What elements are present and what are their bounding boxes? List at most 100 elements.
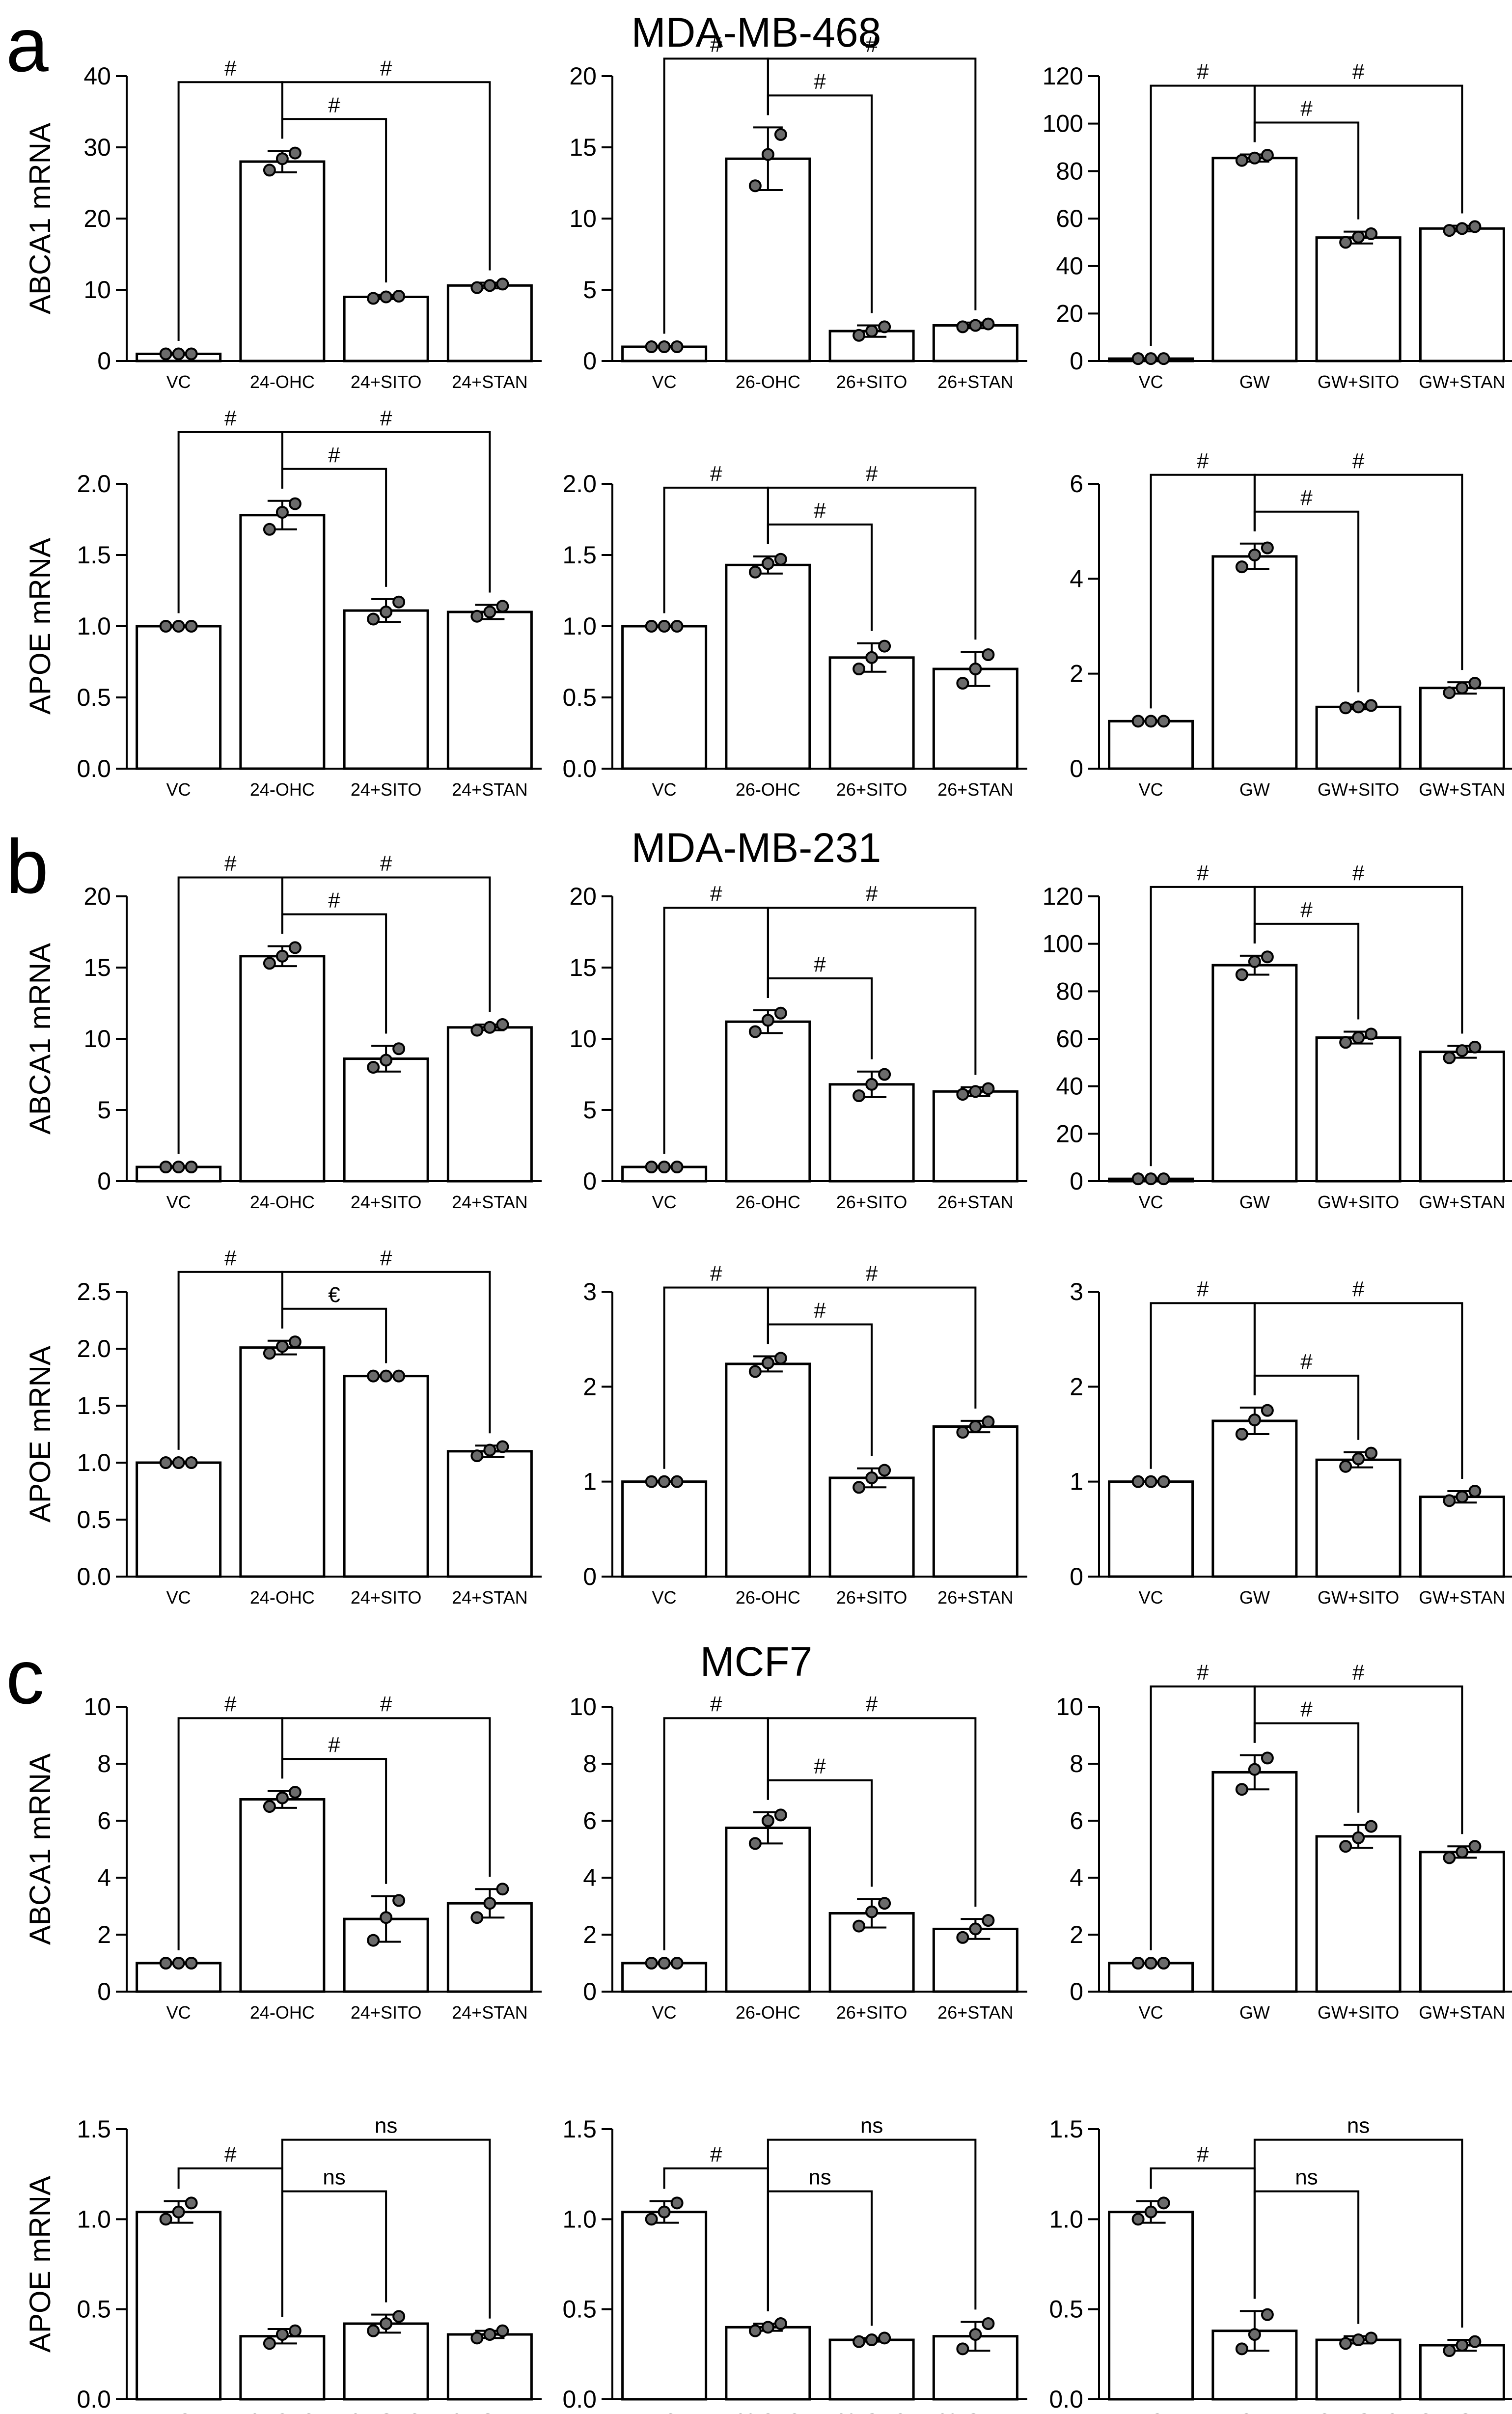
data-point [982,2317,995,2330]
data-point [670,2196,684,2210]
chart-panel-8: 0 5 10 15 20 VC 26-OHC 26+SITO 26+STAN # # # [569,882,1027,1212]
chart-panel-11: 0 1 2 3 VC 26-OHC 26+SITO 26+STAN # # # [583,1261,1027,1608]
data-point [645,1957,658,1970]
x-tick-label: GW [1239,372,1270,392]
data-point [1131,1172,1145,1186]
data-point [1339,2337,1352,2350]
y-tick-label: 2.0 [77,470,111,498]
data-point [878,1068,891,1081]
x-tick-label: VC [652,2410,677,2414]
data-point [1365,699,1378,712]
y-tick-label: 0 [97,347,111,375]
data-point [969,319,982,332]
significance-label: # [328,888,340,913]
bar-GW+STAN [1419,227,1505,362]
x-tick-label: 24+SITO [351,779,421,800]
data-point [288,1786,302,1799]
data-point [1261,1404,1274,1417]
data-point [982,1415,995,1428]
x-tick-label: VC [166,1192,191,1212]
bar-GW+STAN [1419,2344,1505,2401]
data-point [470,1449,484,1463]
data-point [761,1814,774,1827]
x-tick-label: 24+SITO [351,1192,421,1212]
bar-GW [1211,157,1298,362]
x-tick-label: GW+SITO [1318,2410,1399,2414]
x-tick-label: GW+SITO [1318,1192,1399,1212]
y-tick-label: 10 [569,205,597,232]
data-point [748,179,762,193]
data-point [1248,1414,1261,1426]
y-tick-label: 20 [1056,1120,1083,1147]
significance-label: # [710,882,722,906]
chart-panel-3: 0 20 40 60 80 100 120 VC GW GW+SITO GW+STAN # # # [1043,60,1512,392]
x-tick-label: 24-OHC [250,779,315,800]
x-tick-label: GW+SITO [1318,372,1399,392]
x-tick-label: 24+STAN [452,2002,527,2023]
data-point [982,1914,995,1927]
data-point [1352,700,1365,714]
x-tick-label: VC [652,372,677,392]
data-point [865,2333,879,2346]
bar-26-OHC [725,1020,811,1183]
data-point [185,1456,198,1469]
bar-GW+SITO [1315,1835,1402,1993]
x-tick-label: 24-OHC [250,372,315,392]
x-tick-label: GW+STAN [1419,1587,1505,1608]
data-point [380,2317,393,2330]
data-point [1157,1172,1170,1186]
y-tick-label: 10 [83,1025,111,1053]
bar-24+STAN [446,284,533,362]
significance-label: # [328,93,340,117]
significance-label: # [380,56,392,80]
data-point [470,1911,484,1924]
y-axis-label: ABCA1 mRNA [24,123,56,314]
bar-26-OHC [725,157,811,362]
bar-GW+STAN [1419,687,1505,770]
data-point [185,1161,198,1173]
significance-label: # [1352,1277,1365,1301]
data-point [1235,1428,1248,1441]
bar-26-OHC [725,1827,811,1993]
y-tick-label: 10 [83,276,111,304]
y-tick-label: 0.5 [562,2296,597,2323]
x-tick-label: VC [166,1587,191,1608]
y-tick-label: 0.0 [562,755,597,782]
data-point [1235,1783,1248,1796]
data-point [1248,955,1261,968]
bar-24+SITO [343,1375,429,1578]
y-tick-label: 15 [83,954,111,981]
x-tick-label: 26-OHC [736,2410,800,2414]
data-point [380,290,393,304]
x-tick-label: GW+STAN [1419,372,1505,392]
data-point [392,2310,406,2323]
y-tick-label: 1.5 [77,541,111,569]
x-tick-label: 24-OHC [250,2410,315,2414]
significance-label: # [380,852,392,876]
data-point [645,1475,658,1488]
chart-panel-4: 0.0 0.5 1.0 1.5 2.0 APOE mRNA VC 24-OHC 24+SITO 2… [24,406,542,800]
data-point [1157,2196,1170,2210]
bar-24+SITO [343,296,429,362]
data-point [1339,1840,1352,1853]
bar-24-OHC [239,514,326,770]
y-tick-label: 2.0 [77,1335,111,1362]
y-tick-label: 6 [1070,1807,1083,1834]
y-tick-label: 10 [569,1025,597,1053]
bar-VC [621,2211,708,2401]
bar-GW+SITO [1315,236,1402,362]
y-tick-label: 1.0 [77,2205,111,2233]
x-tick-label: 24+SITO [351,372,421,392]
x-tick-label: VC [166,2410,191,2414]
significance-label: # [814,1298,826,1322]
x-tick-label: VC [1139,2002,1163,2023]
data-point [483,2328,496,2341]
y-tick-label: 0 [583,347,597,375]
data-point [1443,1851,1456,1864]
chart-panel-6: 0 2 4 6 VC GW GW+SITO GW+STAN # # # [1070,449,1512,800]
y-tick-label: 10 [569,1693,597,1720]
panel-letter-c: c [6,1635,44,1720]
y-tick-label: 0 [1070,1978,1083,2005]
data-point [670,1161,684,1173]
y-tick-label: 8 [583,1750,597,1777]
